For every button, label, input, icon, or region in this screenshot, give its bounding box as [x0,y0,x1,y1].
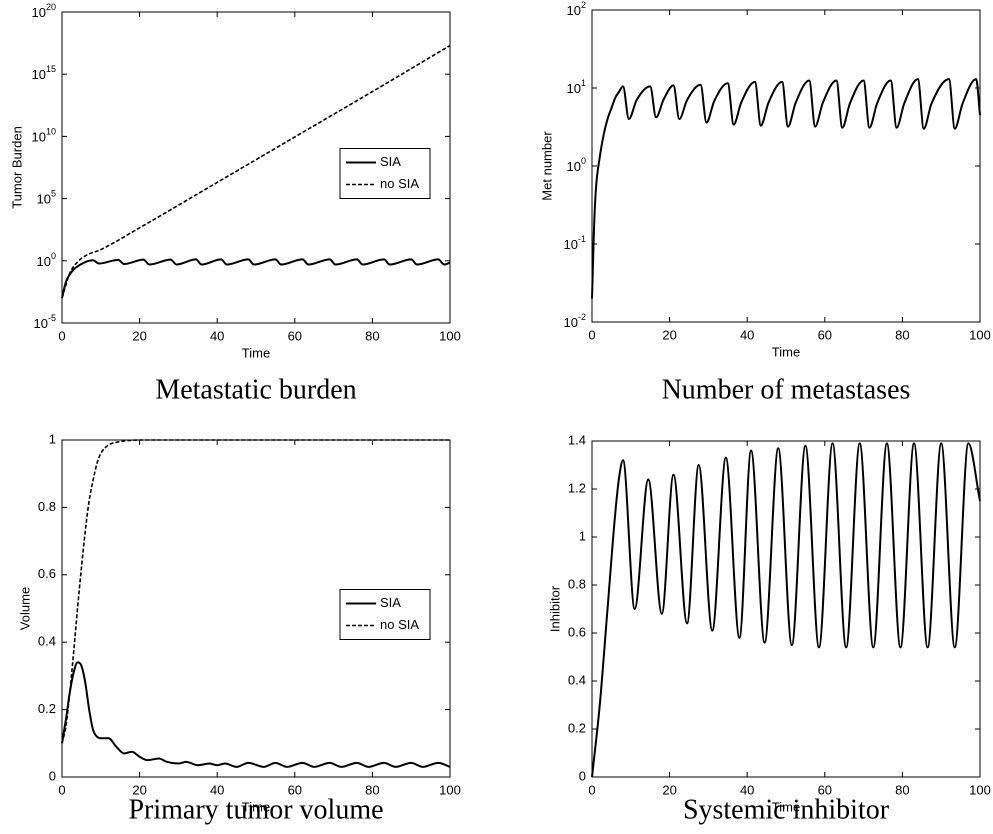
y-tick-label: 0.4 [568,672,586,687]
y-tick-label: 1.4 [568,432,586,447]
y-tick-label: 0 [579,768,586,783]
legend-box [339,589,431,640]
legend: SIA no SIA [339,148,431,199]
y-tick-label: 0.8 [568,576,586,591]
caption: Number of metastases [662,374,911,405]
x-tick-label: 100 [969,327,991,342]
y-tick-label: 1.2 [568,480,586,495]
y-tick-label: 10-1 [564,234,586,252]
y-axis-label: Volume [17,587,32,630]
y-tick-label: 0.2 [38,701,56,716]
y-tick-label: 10-2 [564,312,586,330]
x-tick-label: 40 [210,782,224,797]
legend-label: no SIA [380,617,419,632]
series-line [591,442,981,778]
subplot: 0 20 40 60 80 100 0 0.2 0.4 0.6 0.8 1 Time Volume Prim… [17,431,460,825]
x-tick-label: 40 [740,327,754,342]
y-tick-label: 101 [567,78,586,96]
axes-box [591,9,981,323]
x-tick-label: 40 [210,328,224,343]
y-tick-label: 0.2 [568,720,586,735]
axes-box [591,440,981,778]
x-tick-label: 80 [895,782,909,797]
x-tick-label: 20 [662,327,676,342]
caption: Metastatic burden [155,374,356,405]
series-line [61,44,451,299]
x-tick-label: 0 [58,782,65,797]
y-tick-label: 0 [49,768,56,783]
subplot: 0 20 40 60 80 100 10-2 10-1 100 101 102 Time Met num… [539,0,990,405]
y-tick-label: 1015 [32,65,56,83]
series-line [61,439,450,744]
x-tick-label: 100 [439,328,461,343]
y-tick-label: 1020 [32,2,56,20]
x-tick-label: 40 [740,782,754,797]
x-tick-label: 20 [132,328,146,343]
subplot: 0 20 40 60 80 100 0 0.2 0.4 0.6 0.8 1 1.2 1.4 Time Inhi… [547,432,990,825]
x-tick-label: 20 [132,782,146,797]
x-tick-label: 60 [818,782,832,797]
y-axis-label: Met number [539,131,554,201]
y-tick-label: 10-5 [34,313,56,331]
x-tick-label: 0 [588,782,595,797]
x-tick-label: 20 [662,782,676,797]
x-tick-label: 80 [365,782,379,797]
y-tick-label: 0.6 [568,624,586,639]
series-line [61,661,451,768]
y-tick-label: 100 [37,251,56,269]
x-axis-label: Time [242,345,270,360]
legend-label: no SIA [380,176,419,191]
y-tick-label: 102 [567,0,586,18]
legend-label: SIA [380,595,401,610]
legend-box [339,148,431,199]
y-tick-label: 1010 [32,127,56,145]
x-tick-label: 60 [288,328,302,343]
x-tick-label: 100 [969,782,991,797]
y-axis-label: Tumor Burden [9,126,24,209]
y-tick-label: 1 [49,431,56,446]
y-tick-label: 0.8 [38,499,56,514]
caption: Primary tumor volume [128,794,383,825]
x-tick-label: 60 [288,782,302,797]
legend: SIA no SIA [339,589,431,640]
x-tick-label: 0 [58,328,65,343]
subplot: 0 20 40 60 80 100 10-5 100 105 1010 1015 1020 Time Tu… [9,2,460,405]
x-axis-label: Time [772,799,800,814]
x-axis-label: Time [242,799,270,814]
caption: Systemic inhibitor [683,794,890,825]
y-axis-label: Inhibitor [547,585,562,632]
series-line [591,78,981,299]
y-tick-label: 0.4 [38,634,56,649]
x-tick-label: 0 [588,327,595,342]
y-tick-label: 100 [567,156,586,174]
x-axis-label: Time [772,344,800,359]
x-tick-label: 80 [365,328,379,343]
x-tick-label: 60 [818,327,832,342]
x-tick-label: 100 [439,782,461,797]
y-tick-label: 105 [37,189,56,207]
y-tick-label: 0.6 [38,566,56,581]
x-tick-label: 80 [895,327,909,342]
series-line [61,258,451,299]
legend-label: SIA [380,154,401,169]
y-tick-label: 1 [579,528,586,543]
